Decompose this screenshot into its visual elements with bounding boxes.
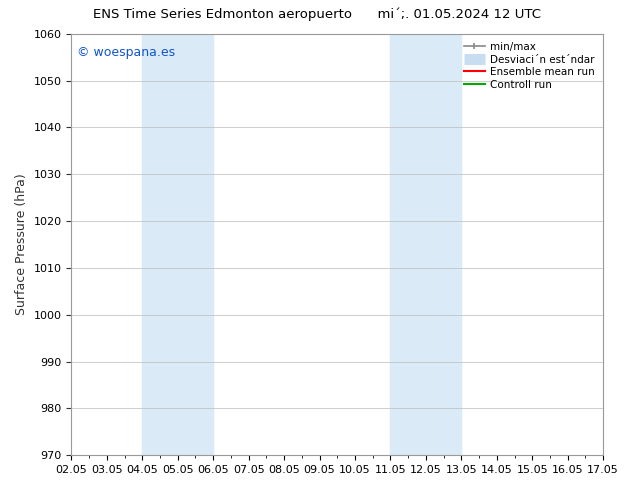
Text: © woespana.es: © woespana.es bbox=[77, 47, 175, 59]
Y-axis label: Surface Pressure (hPa): Surface Pressure (hPa) bbox=[15, 173, 28, 316]
Legend: min/max, Desviaci´n est´ndar, Ensemble mean run, Controll run: min/max, Desviaci´n est´ndar, Ensemble m… bbox=[461, 39, 598, 93]
Bar bbox=[426, 34, 462, 455]
Bar bbox=[178, 34, 213, 455]
Bar bbox=[391, 34, 426, 455]
Text: ENS Time Series Edmonton aeropuerto      mi´;. 01.05.2024 12 UTC: ENS Time Series Edmonton aeropuerto mi´;… bbox=[93, 7, 541, 21]
Bar bbox=[142, 34, 178, 455]
